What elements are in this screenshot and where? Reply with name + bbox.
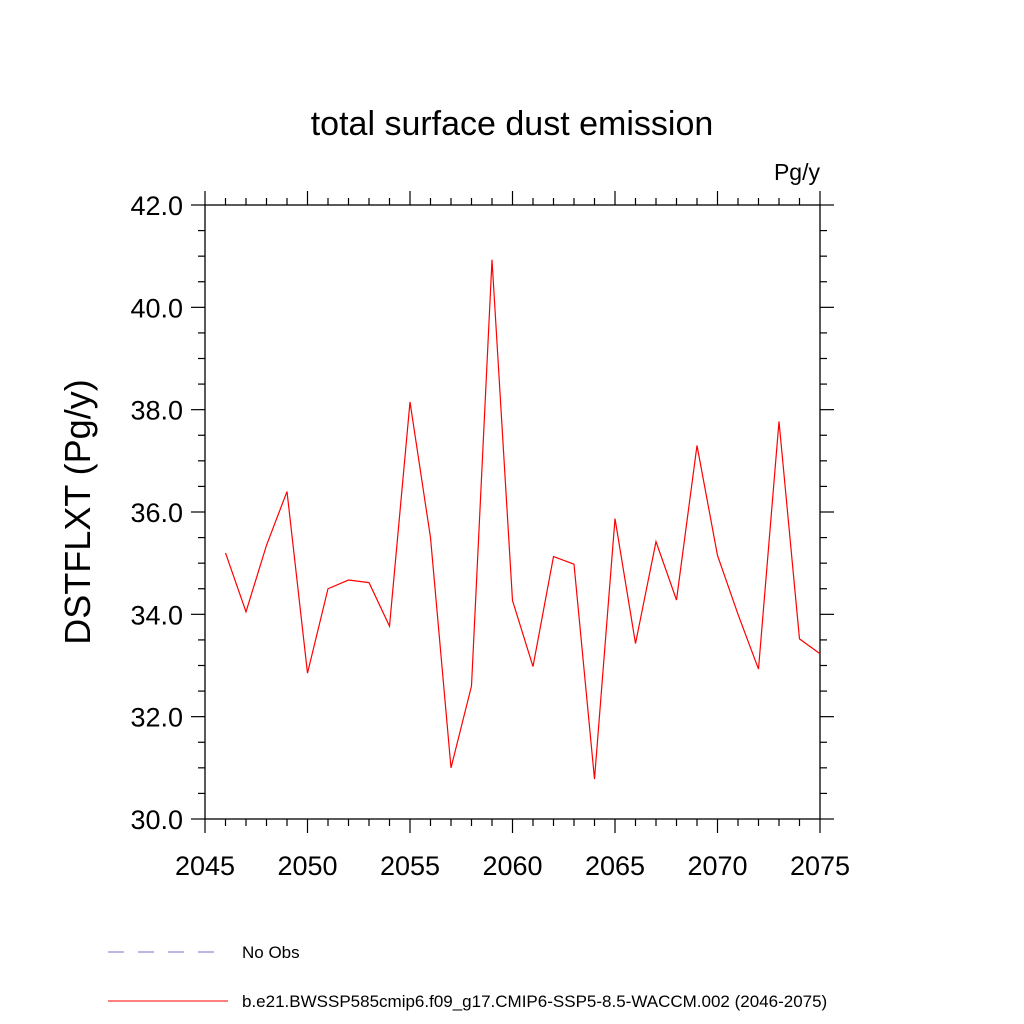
legend: No Obs b.e21.BWSSP585cmip6.f09_g17.CMIP6…	[108, 943, 827, 1011]
series-layer	[224, 259, 821, 780]
y-tick-label: 40.0	[130, 293, 183, 323]
plot-frame	[204, 204, 821, 820]
chart-title: total surface dust emission	[311, 105, 714, 143]
x-tick-label: 2050	[277, 851, 337, 881]
y-axis: 30.0 32.0 34.0 36.0 38.0 40.0 42.0	[130, 191, 834, 835]
y-tick-label: 30.0	[130, 805, 183, 835]
legend-label-model-run: b.e21.BWSSP585cmip6.f09_g17.CMIP6-SSP5-8…	[242, 992, 827, 1011]
x-tick-label: 2055	[380, 851, 440, 881]
y-tick-label: 32.0	[130, 703, 183, 733]
x-tick-label: 2065	[585, 851, 645, 881]
y-axis-label: DSTFLXT (Pg/y)	[57, 379, 98, 644]
units-label: Pg/y	[774, 159, 821, 185]
y-tick-label: 36.0	[130, 498, 183, 528]
legend-label-no-obs: No Obs	[242, 943, 300, 962]
y-tick-label: 34.0	[130, 600, 183, 630]
x-tick-label: 2075	[790, 851, 850, 881]
x-tick-label: 2045	[175, 851, 235, 881]
y-tick-label: 38.0	[130, 396, 183, 426]
x-axis: 2045 2050 2055 2060 2065 2070 2075	[175, 191, 850, 881]
x-tick-label: 2060	[482, 851, 542, 881]
series-line	[224, 259, 821, 780]
y-tick-label: 42.0	[130, 191, 183, 221]
x-tick-label: 2070	[687, 851, 747, 881]
